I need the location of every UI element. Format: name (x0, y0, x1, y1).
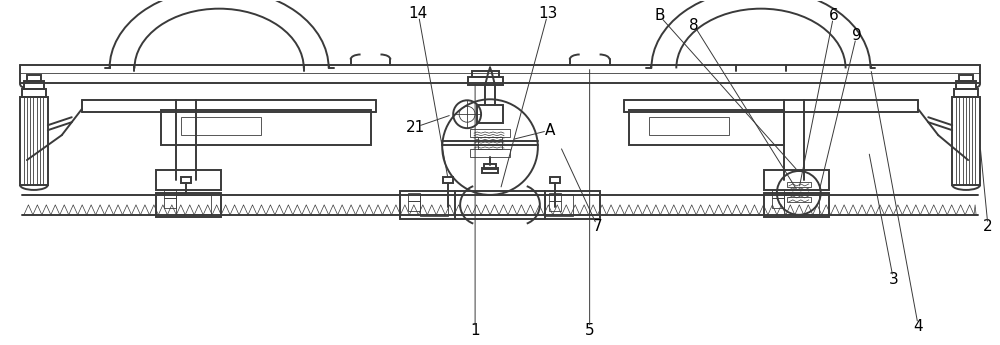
Bar (24, 81, 44, 89)
Bar (408, 201, 420, 211)
Bar (408, 193, 420, 201)
Bar (176, 195, 211, 214)
Text: 4: 4 (913, 319, 923, 334)
Bar (156, 170, 221, 190)
Bar (470, 149, 510, 157)
Bar (772, 198, 784, 208)
Bar (472, 71, 499, 77)
Bar (477, 105, 503, 123)
Bar (545, 191, 600, 219)
Bar (164, 198, 176, 208)
Text: 14: 14 (409, 6, 428, 21)
Bar (784, 195, 819, 214)
Text: 1: 1 (470, 323, 480, 338)
Bar (629, 110, 784, 145)
Bar (787, 182, 811, 187)
Bar (787, 197, 811, 202)
Bar (954, 89, 978, 97)
Text: 6: 6 (829, 8, 839, 23)
Bar (649, 117, 729, 135)
Text: A: A (545, 123, 555, 138)
Bar (545, 194, 573, 216)
Bar (470, 129, 510, 137)
Bar (956, 81, 976, 89)
Bar (959, 76, 973, 81)
Bar (549, 201, 561, 211)
Bar (420, 194, 448, 216)
Bar (443, 177, 453, 183)
Bar (764, 170, 829, 190)
Bar (27, 76, 41, 81)
Text: 3: 3 (889, 272, 898, 287)
Bar (181, 117, 261, 135)
Text: 2: 2 (983, 219, 993, 234)
Text: 21: 21 (406, 120, 425, 135)
Bar (772, 190, 784, 198)
Text: 5: 5 (585, 323, 594, 338)
Bar (156, 193, 221, 217)
Bar (164, 190, 176, 198)
Bar (478, 137, 502, 149)
Bar (952, 97, 980, 185)
Bar (550, 177, 560, 183)
Bar (400, 191, 455, 219)
Text: 13: 13 (538, 6, 557, 21)
Bar (764, 193, 829, 217)
Bar (22, 89, 46, 97)
Bar (468, 77, 503, 85)
Bar (181, 177, 191, 183)
Bar (484, 164, 496, 169)
Bar (161, 110, 371, 145)
Text: 9: 9 (852, 28, 861, 43)
Bar (549, 193, 561, 201)
Text: 7: 7 (593, 219, 602, 234)
Text: B: B (654, 8, 665, 23)
Text: 8: 8 (689, 18, 699, 33)
Bar (482, 168, 498, 173)
Bar (20, 97, 48, 185)
